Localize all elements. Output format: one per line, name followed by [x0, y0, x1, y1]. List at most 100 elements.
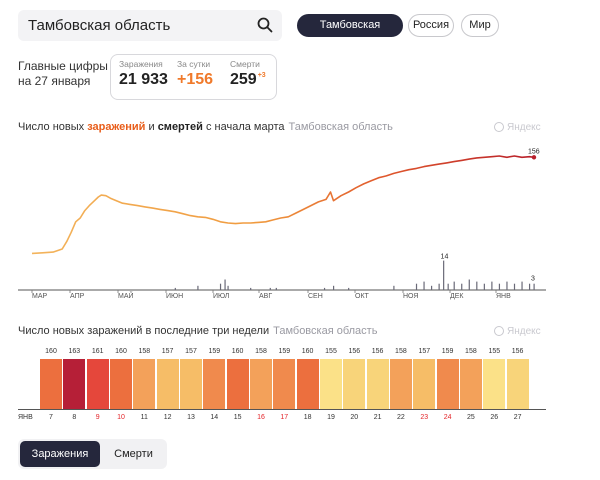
day-label: 20	[350, 414, 359, 421]
month-label: ОКТ	[355, 293, 369, 300]
stat-daily: За сутки +156	[177, 59, 213, 89]
day-value-label: 156	[348, 348, 361, 355]
stat-daily-label: За сутки	[177, 59, 211, 69]
yandex-logo-icon	[494, 122, 504, 132]
death-bar	[269, 287, 271, 290]
death-bar	[333, 285, 335, 290]
main-chart-title-suffix: с начала марта	[202, 121, 285, 133]
day-label: 18	[303, 414, 312, 421]
day-value-label: 155	[488, 348, 501, 355]
headline: Главные цифры на 27 января	[18, 59, 108, 89]
month-label: ДЕК	[450, 293, 464, 300]
month-label: ЯНВ	[496, 293, 511, 300]
death-bar	[174, 287, 176, 290]
day-bar[interactable]	[40, 359, 62, 409]
day-label: 11	[140, 414, 148, 421]
day-bar[interactable]	[389, 359, 412, 409]
toggle-deaths-button[interactable]: Смерти	[114, 448, 153, 460]
day-value-label: 160	[45, 348, 57, 355]
day-bar[interactable]	[506, 359, 529, 409]
stat-deaths: Смерти 259+3	[230, 59, 266, 89]
day-bar[interactable]	[436, 359, 459, 409]
main-chart-watermark: Яндекс	[494, 122, 541, 133]
day-value-label: 159	[208, 348, 221, 355]
death-bar	[323, 287, 326, 290]
day-bar[interactable]	[343, 359, 366, 409]
day-bar[interactable]	[180, 359, 202, 409]
death-bar	[506, 281, 508, 290]
death-bar	[443, 260, 445, 290]
main-chart-title-prefix: Число новых	[18, 121, 88, 133]
day-label: 24	[443, 414, 452, 421]
day-value-label: 158	[255, 348, 267, 355]
death-bar	[227, 285, 229, 290]
day-label: 8	[72, 414, 77, 421]
month-label: ИЮЛ	[213, 293, 230, 300]
month-label: ИЮН	[166, 293, 184, 300]
infections-last-point	[531, 155, 537, 160]
day-value-label: 159	[278, 348, 291, 355]
day-value-label: 158	[465, 348, 477, 355]
day-bar[interactable]	[459, 359, 482, 409]
main-chart-title-deaths: смертей	[157, 121, 203, 133]
tab-region-tambov[interactable]: Тамбовская область	[297, 14, 403, 52]
toggle-infections-button[interactable]: Заражения	[20, 441, 100, 467]
month-label: СЕН	[308, 293, 323, 300]
search-input[interactable]: Тамбовская область	[28, 17, 171, 34]
death-bar	[521, 281, 523, 290]
day-bar[interactable]	[110, 359, 132, 409]
deaths-max-label: 14	[441, 254, 449, 261]
day-bar[interactable]	[250, 359, 272, 409]
day-bar[interactable]	[226, 359, 249, 409]
death-bar	[423, 281, 425, 290]
bar-chart-watermark-text: Яндекс	[507, 326, 541, 337]
stat-infected-label: Заражения	[119, 59, 163, 69]
day-label: 7	[49, 414, 53, 421]
main-chart-watermark-text: Яндекс	[507, 122, 541, 133]
day-value-label: 157	[161, 348, 174, 355]
day-bar[interactable]	[296, 359, 319, 409]
day-value-label: 158	[395, 348, 407, 355]
day-bar[interactable]	[273, 359, 296, 409]
death-bar	[415, 283, 418, 290]
day-bar[interactable]	[86, 359, 109, 409]
death-bar	[219, 283, 222, 290]
day-bar[interactable]	[156, 359, 179, 409]
day-label: 27	[513, 414, 522, 421]
day-bar[interactable]	[63, 359, 86, 409]
tab-region-russia[interactable]: Россия	[408, 14, 454, 37]
day-bar[interactable]	[366, 359, 389, 409]
day-value-label: 155	[325, 348, 337, 355]
death-bar	[224, 279, 226, 290]
death-bar	[438, 283, 440, 290]
death-bar	[393, 285, 395, 290]
main-chart-region: Тамбовская область	[288, 121, 393, 133]
infections-line	[31, 155, 535, 255]
day-bar[interactable]	[483, 359, 506, 409]
day-label: 9	[95, 414, 100, 421]
bar-chart-month-label: ЯНВ	[18, 414, 33, 421]
day-label: 10	[117, 414, 125, 421]
day-bar[interactable]	[413, 359, 436, 409]
day-bar[interactable]	[203, 359, 226, 409]
search-field[interactable]: Тамбовская область	[18, 10, 282, 41]
death-bar	[468, 279, 470, 290]
day-value-label: 160	[115, 348, 127, 355]
search-icon[interactable]	[256, 16, 274, 34]
day-label: 21	[373, 414, 382, 421]
death-bar	[197, 285, 199, 290]
death-bar	[476, 281, 478, 290]
death-bar	[528, 283, 531, 290]
day-bar[interactable]	[320, 359, 342, 409]
day-bar[interactable]	[133, 359, 156, 409]
death-bar	[447, 283, 449, 290]
main-chart-title-infections: заражений	[87, 121, 146, 133]
tab-region-world[interactable]: Мир	[461, 14, 499, 37]
day-label: 25	[466, 414, 475, 421]
stat-infected-value: 21 933	[119, 71, 168, 88]
stat-infected: Заражения 21 933	[119, 59, 168, 89]
death-bar	[483, 283, 485, 290]
yandex-logo-icon	[494, 326, 504, 336]
headline-line1: Главные цифры	[18, 59, 108, 73]
day-value-label: 160	[231, 348, 244, 355]
